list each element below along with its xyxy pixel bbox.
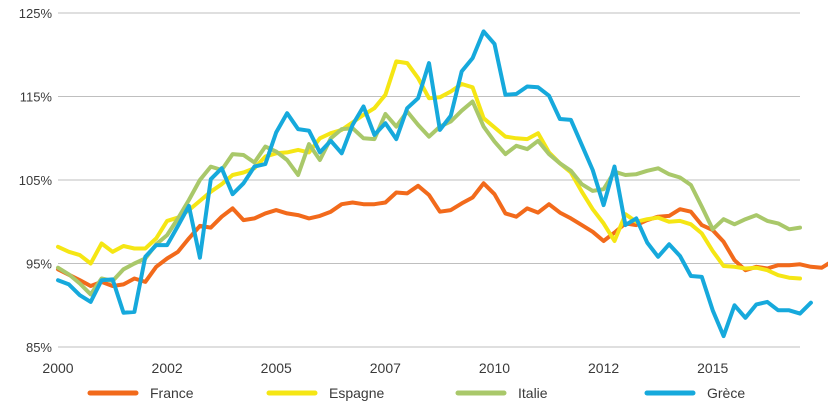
legend-label: France xyxy=(150,385,194,401)
grid xyxy=(58,12,800,348)
y-tick-label: 95% xyxy=(26,257,52,272)
x-tick-label: 2000 xyxy=(42,360,73,376)
series-line-espagne xyxy=(56,59,802,281)
series-lines xyxy=(56,29,828,339)
x-tick-label: 2010 xyxy=(479,360,510,376)
x-tick-label: 2012 xyxy=(588,360,619,376)
y-tick-label: 115% xyxy=(20,90,53,105)
legend-label: Italie xyxy=(518,385,548,401)
y-tick-label: 125% xyxy=(19,6,53,21)
y-tick-label: 105% xyxy=(19,173,53,188)
x-tick-label: 2015 xyxy=(697,360,728,376)
x-tick-label: 2007 xyxy=(370,360,401,376)
y-axis: 85% 95% 105% 115% 125% xyxy=(19,6,53,355)
x-tick-label: 2002 xyxy=(152,360,183,376)
series-line-france xyxy=(56,181,828,288)
legend-label: Espagne xyxy=(329,385,384,401)
x-tick-label: 2005 xyxy=(261,360,292,376)
series-line-grèce xyxy=(56,29,813,339)
x-axis: 2000 2002 2005 2007 2010 2012 2015 xyxy=(42,360,728,376)
series-line-italie xyxy=(56,99,802,297)
legend-label: Grèce xyxy=(707,385,745,401)
legend: France Espagne Italie Grèce xyxy=(87,385,745,401)
y-tick-label: 85% xyxy=(26,340,52,355)
